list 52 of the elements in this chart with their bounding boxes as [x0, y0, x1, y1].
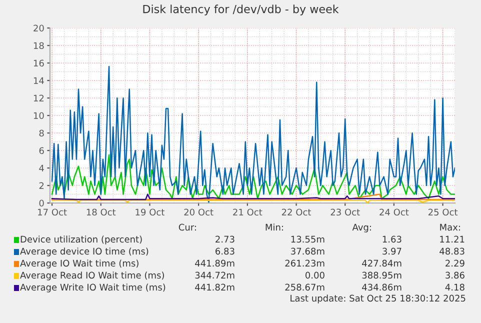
x-tick-label: 19 Oct — [136, 208, 164, 216]
text: 441.82m — [195, 284, 234, 291]
text: 13.55m — [291, 236, 324, 243]
text: 2.73 — [216, 236, 234, 243]
chart-title: Disk latency for /dev/vdb - by week — [143, 4, 339, 16]
y-tick-label: 16 — [34, 60, 44, 67]
y-tick-label: 8 — [39, 130, 44, 137]
text: 6.83 — [216, 248, 234, 255]
text: Cur: — [178, 224, 196, 231]
text: Max: — [440, 224, 460, 231]
x-tick-label: 20 Oct — [184, 208, 214, 216]
x-tick-label: 23 Oct — [330, 208, 360, 216]
legend-label: Average IO Wait time (ms) — [20, 260, 138, 268]
text: 344.72m — [195, 272, 234, 279]
text: 0.00 — [305, 272, 324, 279]
text: Last update: Sat Oct 25 18:30:12 2025 — [290, 294, 466, 304]
text: 434.86m — [362, 284, 402, 291]
y-tick-label: 10 — [34, 112, 44, 120]
y-tick-label: 0 — [39, 200, 44, 207]
text: 258.67m — [285, 284, 324, 291]
text: 2.29 — [446, 260, 464, 267]
text: 441.89m — [195, 260, 234, 267]
text: Avg: — [352, 224, 371, 232]
legend-label: Average Read IO Wait time (ms) — [20, 272, 164, 280]
y-tick-label: 4 — [39, 164, 44, 172]
y-tick-label: 18 — [34, 42, 44, 50]
x-tick-label: 22 Oct — [282, 208, 312, 216]
y-tick-label: 14 — [34, 77, 44, 84]
y-tick-label: 2 — [39, 182, 44, 189]
text: 4.18 — [445, 284, 464, 291]
text: 48.83 — [440, 248, 464, 255]
text: 1.63 — [382, 236, 402, 243]
line-series — [51, 154, 455, 200]
x-tick-label: 24 Oct — [380, 208, 409, 216]
text: 388.95m — [362, 272, 402, 279]
text: 261.23m — [285, 260, 324, 267]
y-tick-label: 12 — [34, 94, 44, 102]
text: 3.97 — [382, 248, 402, 255]
text: 11.21 — [440, 236, 464, 242]
text: Min: — [266, 224, 283, 230]
x-tick-label: 21 Oct — [233, 208, 262, 216]
y-tick-label: 6 — [39, 147, 44, 154]
legend-label: Average device IO time (ms) — [20, 248, 148, 256]
text: 37.68m — [291, 248, 324, 255]
x-tick-label: 17 Oct — [38, 208, 67, 216]
y-tick-label: 20 — [34, 24, 44, 32]
text: 3.86 — [446, 272, 464, 279]
legend-label: Device utilization (percent) — [20, 236, 142, 244]
text: 427.84m — [362, 260, 402, 267]
legend-label: Average Write IO Wait time (ms) — [20, 284, 166, 292]
x-tick-label: 25 Oct — [428, 208, 458, 216]
x-tick-label: 18 Oct — [86, 208, 116, 216]
